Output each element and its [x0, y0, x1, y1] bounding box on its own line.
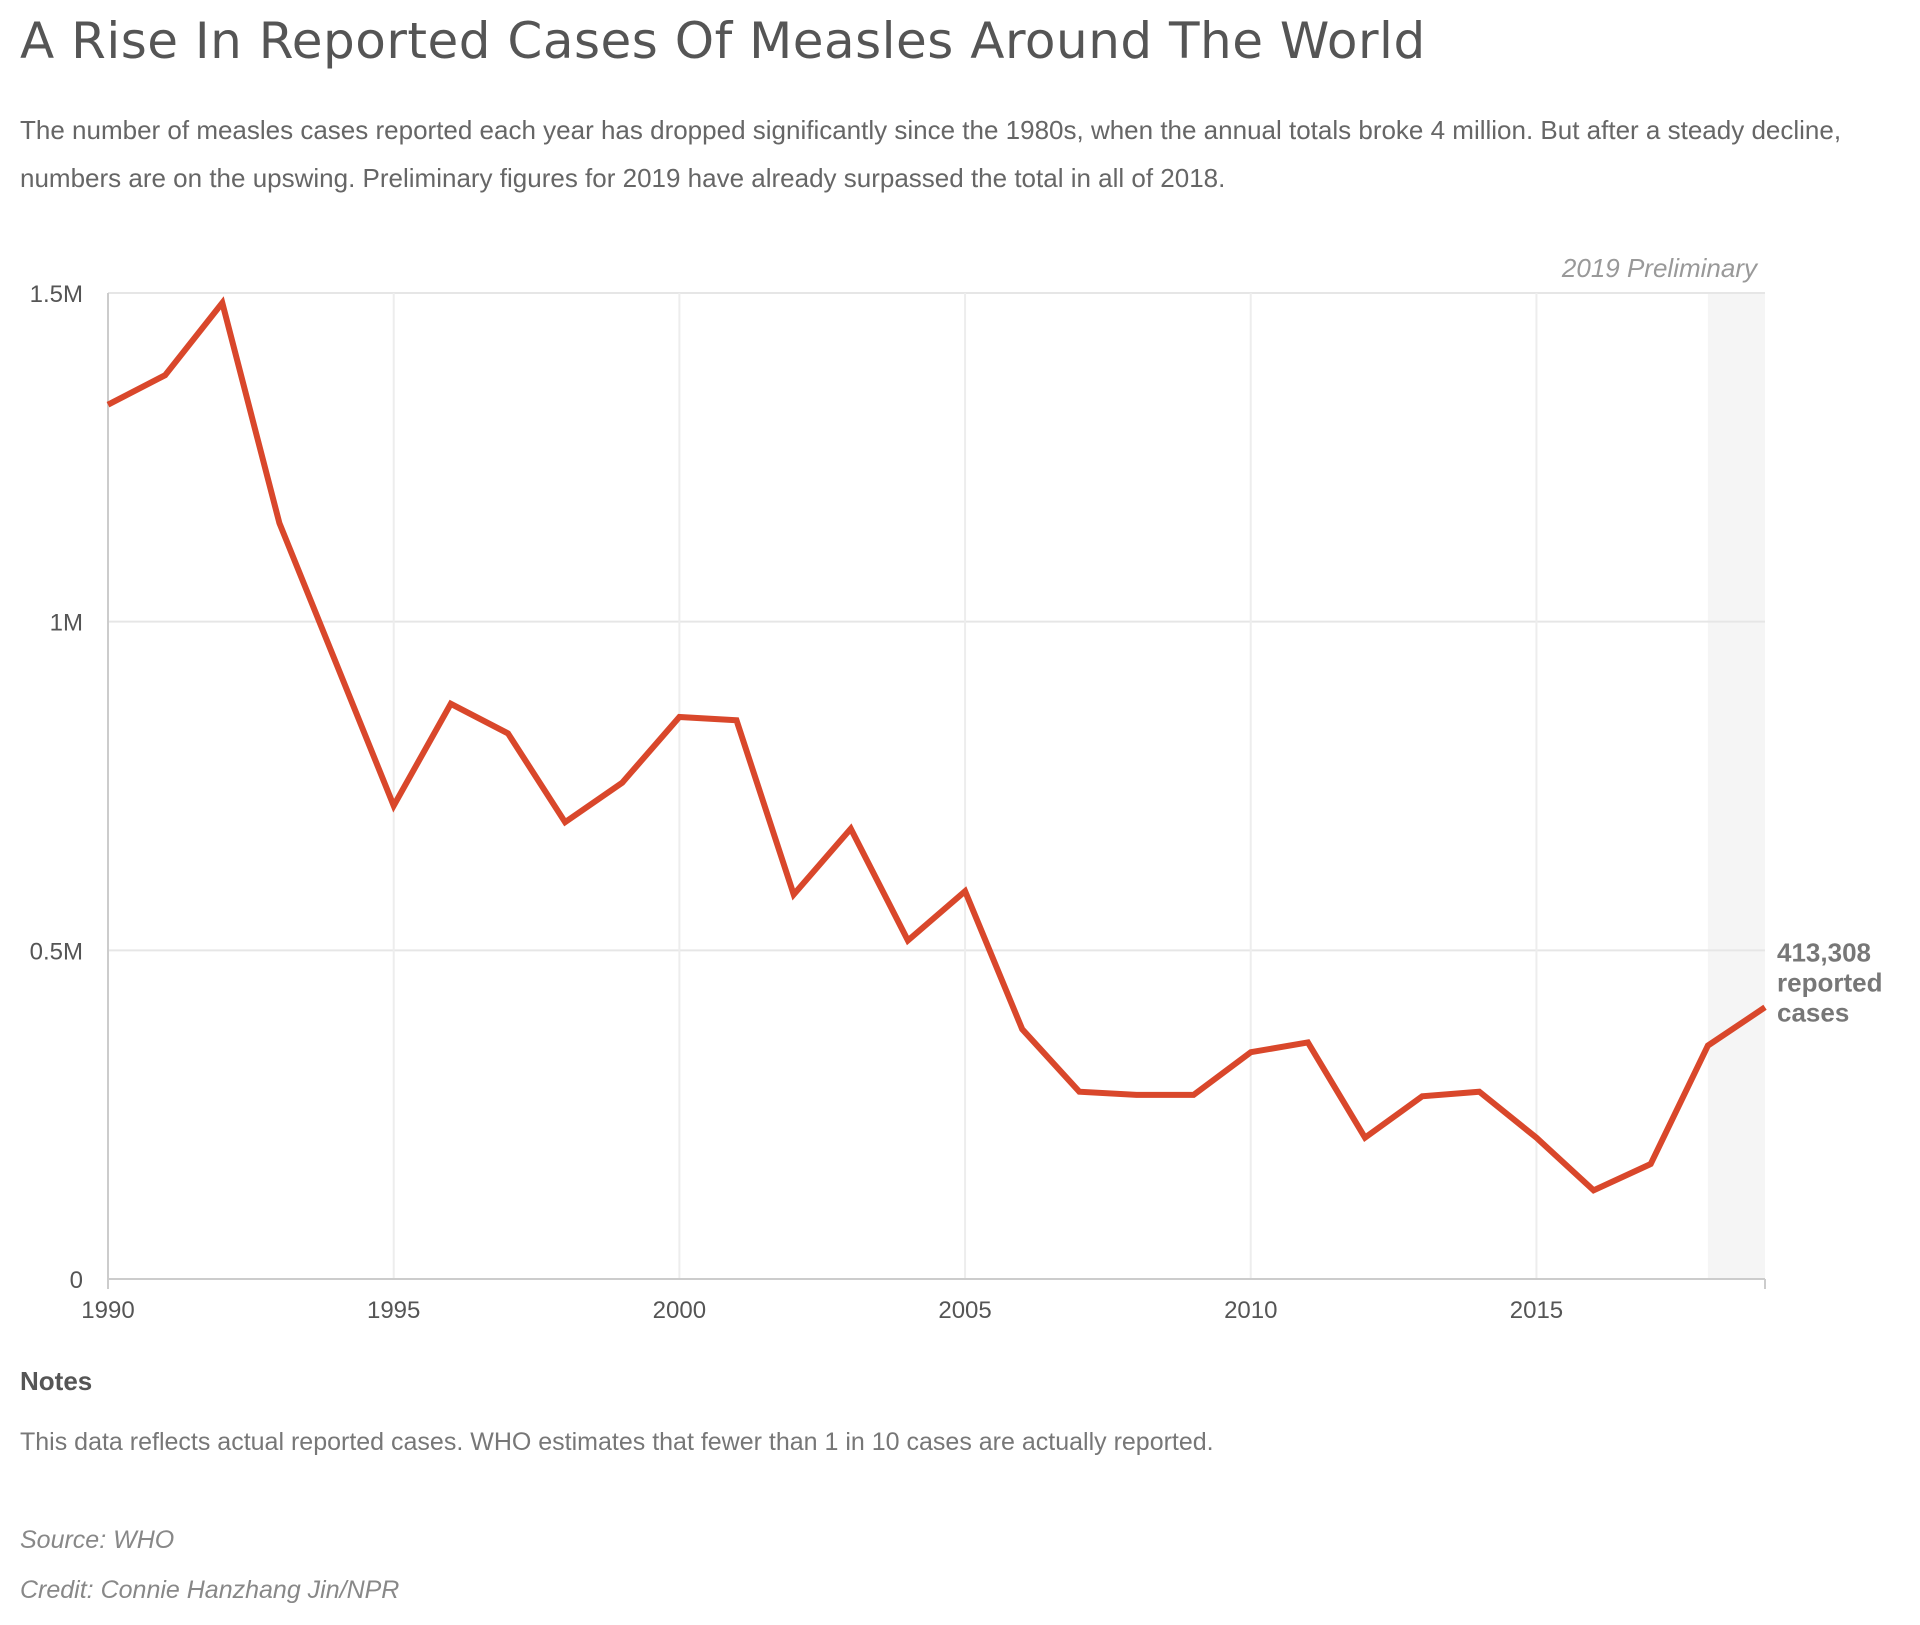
- line-chart: 2019 Preliminary 0 0.5M 1M 1.5M 1990 1995 2000 2…: [30, 253, 1883, 1324]
- chart-title: A Rise In Reported Cases Of Measles Arou…: [20, 12, 1426, 70]
- notes-heading: Notes: [20, 1366, 93, 1396]
- end-annotation-line: 413,308: [1777, 937, 1871, 967]
- preliminary-label: 2019 Preliminary: [1561, 253, 1759, 283]
- y-tick-label: 1.5M: [30, 281, 83, 308]
- source-line: Source: WHO: [20, 1526, 175, 1554]
- x-tick-label: 2005: [938, 1297, 991, 1324]
- y-tick-label: 0: [70, 1267, 83, 1294]
- x-tick-label: 1990: [81, 1297, 134, 1324]
- y-tick-label: 0.5M: [30, 938, 83, 965]
- end-annotation-line: reported: [1777, 967, 1882, 997]
- end-annotation-line: cases: [1777, 997, 1849, 1027]
- x-tick-label: 2010: [1224, 1297, 1277, 1324]
- series-line: [106, 296, 1767, 1194]
- notes-text: This data reflects actual reported cases…: [20, 1428, 1214, 1456]
- preliminary-band: [1707, 293, 1765, 1279]
- x-tick-label: 2000: [653, 1297, 706, 1324]
- gridlines: [108, 292, 1765, 1279]
- chart-subtitle: The number of measles cases reported eac…: [20, 115, 1842, 193]
- credit-line: Credit: Connie Hanzhang Jin/NPR: [20, 1576, 400, 1604]
- axes: [107, 293, 1766, 1289]
- x-tick-label: 1995: [367, 1297, 420, 1324]
- x-tick-label: 2015: [1510, 1297, 1563, 1324]
- y-tick-label: 1M: [50, 610, 83, 637]
- preliminary-region: [1707, 293, 1765, 1279]
- chart-labels: 2019 Preliminary 0 0.5M 1M 1.5M 1990 1995 2000 2…: [30, 253, 1883, 1324]
- series-layer: [106, 296, 1767, 1194]
